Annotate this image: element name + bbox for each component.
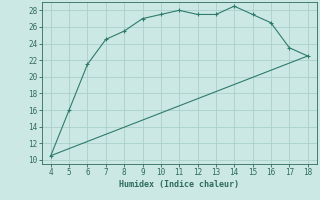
X-axis label: Humidex (Indice chaleur): Humidex (Indice chaleur) bbox=[119, 180, 239, 189]
